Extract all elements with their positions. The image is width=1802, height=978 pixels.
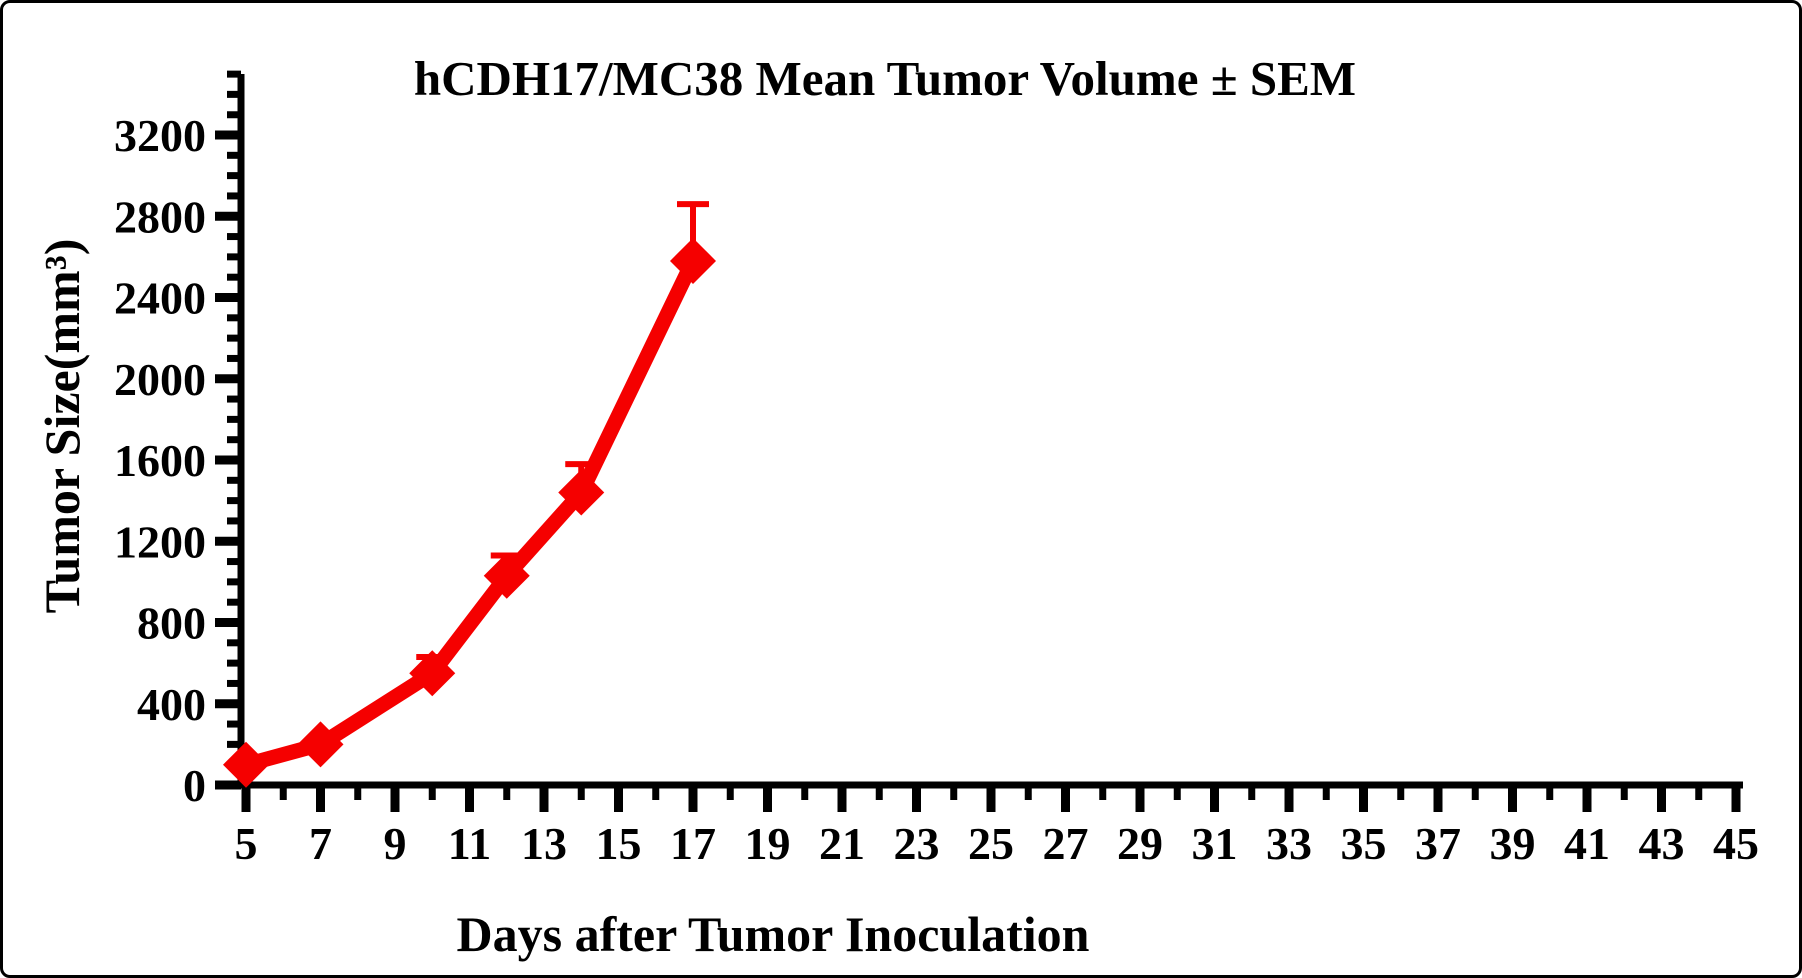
x-tick-label: 19 bbox=[745, 818, 791, 869]
x-axis-title: Days after Tumor Inoculation bbox=[457, 906, 1090, 962]
tumor-growth-line bbox=[238, 253, 701, 773]
x-axis: 5 7 9 11 13 15 17 19 21 23 25 27 29 31 33 35 37 39 41 43 45 bbox=[232, 781, 1759, 869]
x-tick-label: 37 bbox=[1415, 818, 1461, 869]
diamond-marker bbox=[558, 469, 605, 516]
x-tick-label: 31 bbox=[1192, 818, 1238, 869]
x-tick-label: 43 bbox=[1639, 818, 1685, 869]
x-tick-label: 27 bbox=[1043, 818, 1089, 869]
tumor-volume-chart: 0 400 800 1200 1600 2000 2400 2800 3200 5 7 9 11 13 1… bbox=[34, 51, 1759, 962]
x-tick-label: 33 bbox=[1266, 818, 1312, 869]
x-tick-label: 41 bbox=[1564, 818, 1610, 869]
x-tick-label: 45 bbox=[1713, 818, 1759, 869]
x-tick-label: 29 bbox=[1117, 818, 1163, 869]
y-tick-label: 2400 bbox=[114, 273, 206, 324]
diamond-marker bbox=[223, 741, 269, 788]
x-tick-label: 15 bbox=[596, 818, 642, 869]
series-hcdh17-mc38 bbox=[223, 201, 716, 788]
x-tick-label: 5 bbox=[235, 818, 258, 869]
x-tick-label: 13 bbox=[521, 818, 567, 869]
y-tick-label: 800 bbox=[137, 598, 206, 649]
x-tick-label: 35 bbox=[1341, 818, 1387, 869]
y-tick-label: 1600 bbox=[114, 435, 206, 486]
x-tick-label: 17 bbox=[670, 818, 716, 869]
y-axis: 0 400 800 1200 1600 2000 2400 2800 3200 bbox=[114, 70, 245, 811]
diamond-marker bbox=[483, 552, 530, 599]
y-axis-title: Tumor Size(mm³) bbox=[34, 239, 90, 614]
y-tick-label: 2800 bbox=[114, 191, 206, 242]
y-tick-label: 400 bbox=[137, 679, 206, 730]
chart-title: hCDH17/MC38 Mean Tumor Volume ± SEM bbox=[414, 51, 1356, 106]
x-tick-label: 11 bbox=[448, 818, 491, 869]
x-tick-label: 23 bbox=[894, 818, 940, 869]
diamond-marker bbox=[297, 721, 344, 768]
diamond-marker bbox=[670, 237, 716, 284]
diamond-marker bbox=[409, 650, 456, 697]
y-tick-label: 2000 bbox=[114, 354, 206, 405]
x-tick-label: 21 bbox=[819, 818, 865, 869]
x-tick-label: 39 bbox=[1490, 818, 1536, 869]
x-tick-label: 25 bbox=[968, 818, 1014, 869]
y-tick-label: 1200 bbox=[114, 516, 206, 567]
x-tick-label: 7 bbox=[309, 818, 332, 869]
y-tick-label: 3200 bbox=[114, 110, 206, 161]
x-tick-label: 9 bbox=[384, 818, 407, 869]
y-tick-label: 0 bbox=[183, 760, 206, 811]
